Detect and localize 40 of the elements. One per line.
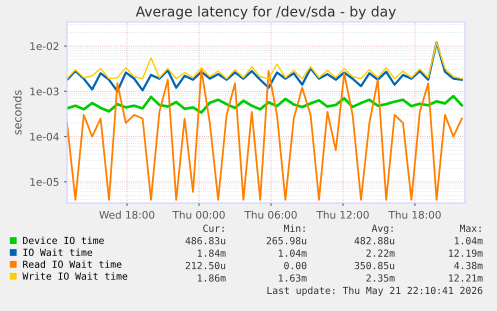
y-tick-label: 1e-05 — [30, 178, 58, 186]
text: 1.04m — [278, 249, 307, 257]
text: 0.00 — [284, 262, 306, 270]
text: Last update: Thu May 21 22:10:41 2026 — [267, 286, 482, 296]
text: 482.88u — [354, 237, 394, 244]
text: Max: — [460, 224, 481, 232]
text: 486.83u — [186, 237, 226, 244]
text: 265.98u — [266, 237, 306, 244]
text: 12.19m — [449, 249, 483, 257]
text: Avg: — [372, 224, 393, 234]
y-tick-label: 1e-04 — [30, 132, 59, 141]
x-tick-label: Thu 06:00 — [244, 210, 297, 219]
chart-title: Average latency for /dev/sda - by day — [136, 6, 396, 20]
text: 1.86m — [198, 274, 226, 282]
x-tick-label: Thu 18:00 — [388, 210, 441, 219]
text: 1.04m — [454, 237, 483, 244]
x-tick-label: Thu 12:00 — [316, 210, 369, 219]
legend-label: Read IO Wait time — [23, 260, 122, 268]
text: 212.50u — [186, 262, 226, 270]
text: 4.38m — [454, 262, 483, 270]
text: Cur: — [203, 224, 224, 232]
text: 350.85u — [354, 262, 394, 270]
y-tick-label: 1e-02 — [30, 42, 58, 50]
y-tick-label: 1e-03 — [30, 88, 59, 96]
x-tick-label: Wed 18:00 — [99, 210, 154, 219]
line-series — [67, 42, 462, 80]
line-series — [67, 41, 463, 92]
line-series — [67, 94, 464, 114]
text: 12.21m — [449, 274, 483, 282]
text: 2.35m — [366, 274, 395, 282]
text: 1.84m — [198, 249, 226, 257]
line-series — [67, 68, 463, 201]
text: 2.22m — [366, 249, 395, 257]
x-tick-label: Thu 00:00 — [172, 210, 225, 219]
y-axis-title: seconds — [13, 90, 22, 135]
text: Min: — [284, 224, 305, 232]
text: 1.63m — [278, 274, 307, 282]
legend-label: Device IO time — [23, 236, 104, 244]
legend-label: IO Wait time — [23, 248, 92, 256]
legend-label: Write IO Wait time — [22, 272, 128, 280]
